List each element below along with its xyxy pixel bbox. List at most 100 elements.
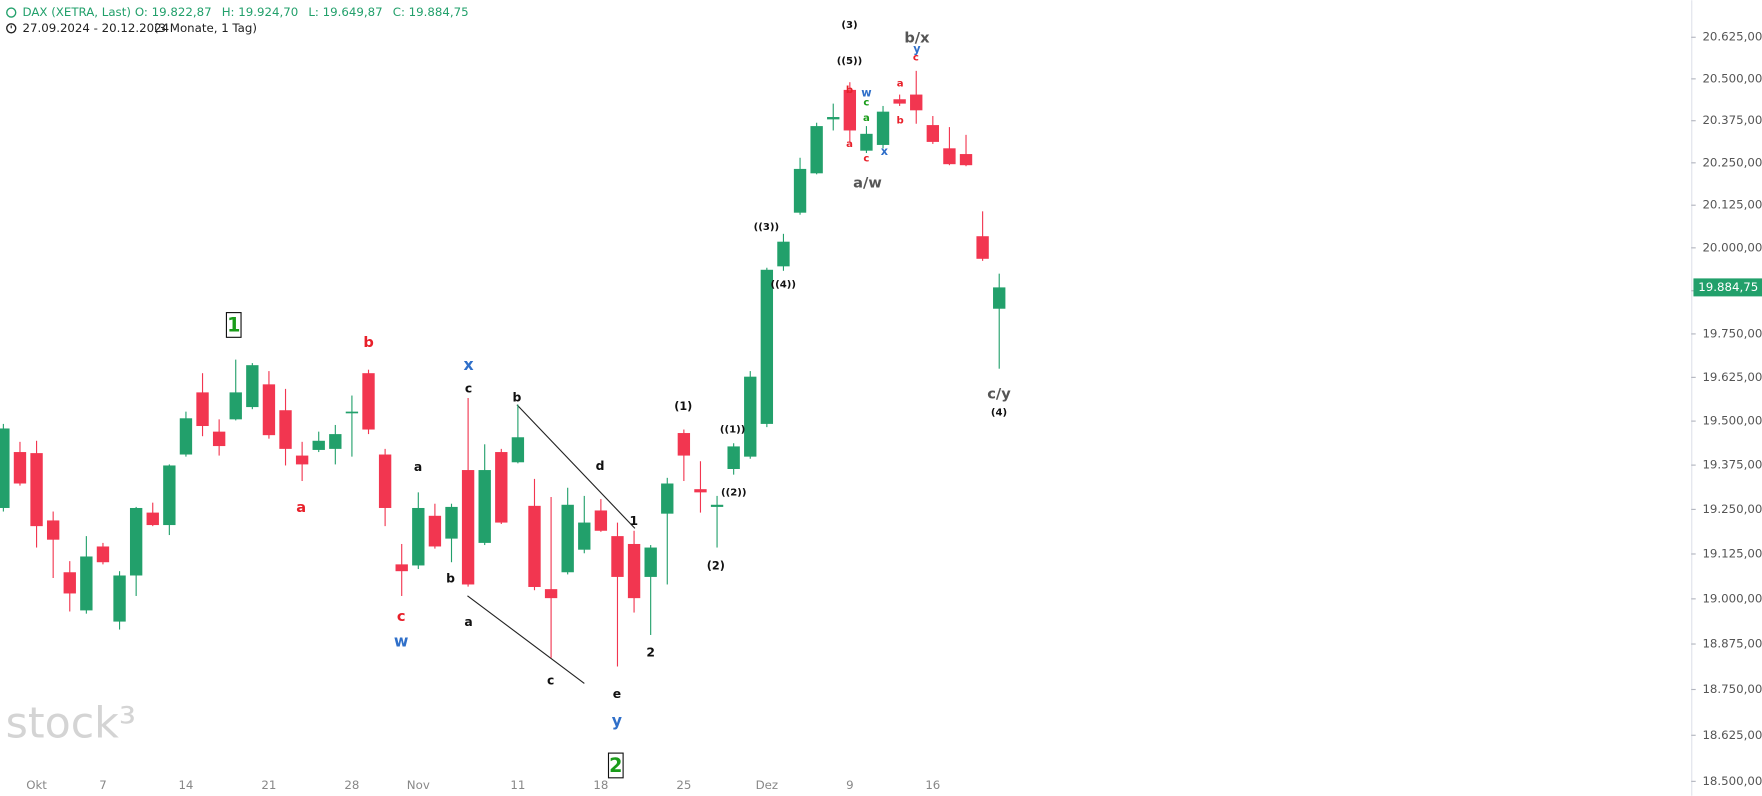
wave-label-box xyxy=(607,752,624,779)
x-tick-label: 28 xyxy=(344,778,359,792)
x-tick-label: 11 xyxy=(510,778,525,792)
x-tick-label: 14 xyxy=(178,778,193,792)
candle-body xyxy=(644,547,657,577)
wave-label: a xyxy=(414,460,422,474)
candle-body xyxy=(694,489,707,493)
y-tick-label: 20.000,00 xyxy=(1702,240,1762,254)
wave-label: y xyxy=(612,711,622,730)
y-tick-label: 18.875,00 xyxy=(1702,637,1762,651)
candle-body xyxy=(860,133,873,151)
candle-body xyxy=(727,446,740,469)
candle-body xyxy=(412,507,425,566)
candle-body xyxy=(196,392,209,427)
last-price-label: 19.884,75 xyxy=(1698,280,1758,294)
candle-body xyxy=(793,168,807,213)
candle-body xyxy=(445,506,458,539)
wave-label: a xyxy=(846,139,853,150)
candle-body xyxy=(146,512,159,526)
candle-body xyxy=(810,126,823,174)
candle-body xyxy=(312,440,325,450)
wave-label: a xyxy=(863,113,870,124)
candle-body xyxy=(295,455,309,465)
chart-title: DAX (XETRA, Last) xyxy=(22,5,130,19)
y-tick-label: 19.750,00 xyxy=(1702,326,1762,340)
candle-body xyxy=(893,99,906,104)
clock-icon xyxy=(6,23,17,34)
wave-label: (3) xyxy=(841,20,857,31)
y-tick-label: 20.125,00 xyxy=(1702,198,1762,212)
candle-body xyxy=(13,452,27,484)
wave-label: c xyxy=(465,382,472,396)
x-tick-label: Okt xyxy=(26,778,47,792)
wave-label: c xyxy=(863,97,869,108)
wave-label: c xyxy=(913,53,919,64)
y-tick-label: 20.625,00 xyxy=(1702,30,1762,44)
candle-body xyxy=(976,236,989,259)
y-tick-label: 19.250,00 xyxy=(1702,502,1762,516)
wave-label: b xyxy=(363,334,373,351)
candle-body xyxy=(993,287,1006,309)
candle-body xyxy=(0,428,10,508)
ohlc-label: H: 19.924,70 xyxy=(222,5,299,19)
wave-lines xyxy=(467,404,636,684)
wave-label: (1) xyxy=(674,400,692,413)
candle-body xyxy=(528,505,541,587)
ohlc-label: C: 19.884,75 xyxy=(393,5,469,19)
wave-label: a xyxy=(897,78,904,89)
candle-body xyxy=(627,543,641,599)
wave-label: c/y xyxy=(987,386,1011,403)
x-tick-label: 7 xyxy=(99,778,107,792)
candle-body xyxy=(461,470,475,585)
wave-label: (2) xyxy=(707,560,725,573)
wave-label: ((1)) xyxy=(720,424,746,435)
wave-label: a xyxy=(296,499,306,516)
candle-body xyxy=(943,148,956,165)
candle-body xyxy=(63,572,76,594)
wave-label: e xyxy=(613,687,621,701)
header-icon xyxy=(6,7,17,18)
y-tick-label: 19.375,00 xyxy=(1702,458,1762,472)
wave-label: 1 xyxy=(227,314,240,337)
y-tick-label: 18.625,00 xyxy=(1702,728,1762,742)
wave-label: (4) xyxy=(991,408,1007,419)
y-tick-label: 20.500,00 xyxy=(1702,71,1762,85)
wave-label: x xyxy=(464,355,474,374)
candle-body xyxy=(511,437,525,463)
wave-line xyxy=(467,595,585,684)
candle-body xyxy=(478,470,491,543)
candle-body xyxy=(744,376,757,457)
y-tick-label: 19.500,00 xyxy=(1702,414,1762,428)
y-tick-label: 18.500,00 xyxy=(1702,774,1762,788)
wave-label: b xyxy=(446,571,455,585)
candle-body xyxy=(959,154,973,166)
wave-label: 1 xyxy=(629,514,638,528)
ohlc-label: O: 19.822,87 xyxy=(135,5,212,19)
wave-label: ((5)) xyxy=(837,56,863,67)
wave-label: b/x xyxy=(904,29,930,46)
header: DAX (XETRA, Last) 27.09.2024 - 20.12.202… xyxy=(6,5,257,35)
watermark: stock³ xyxy=(6,699,136,749)
candle-body xyxy=(46,520,60,540)
candle-body xyxy=(910,94,923,111)
candle-body xyxy=(80,556,93,611)
wave-label: b xyxy=(846,85,853,96)
candle-body xyxy=(30,453,43,527)
candle-body xyxy=(677,433,691,456)
ohlc-label: L: 19.649,87 xyxy=(308,5,382,19)
y-tick-label: 19.000,00 xyxy=(1702,591,1762,605)
candle-body xyxy=(96,546,110,563)
candle-body xyxy=(561,504,574,573)
candle-body xyxy=(544,589,558,599)
candle-body xyxy=(378,454,392,508)
candle-body xyxy=(661,483,674,514)
x-tick-label: Dez xyxy=(756,778,779,792)
wave-label: b xyxy=(896,115,903,126)
candle-body xyxy=(163,465,176,526)
wave-label: d xyxy=(596,459,605,473)
candle-body xyxy=(246,365,259,408)
x-tick-label: 25 xyxy=(676,778,691,792)
candle-body xyxy=(329,434,342,449)
candle-body xyxy=(262,384,276,436)
candle-body xyxy=(212,431,226,447)
